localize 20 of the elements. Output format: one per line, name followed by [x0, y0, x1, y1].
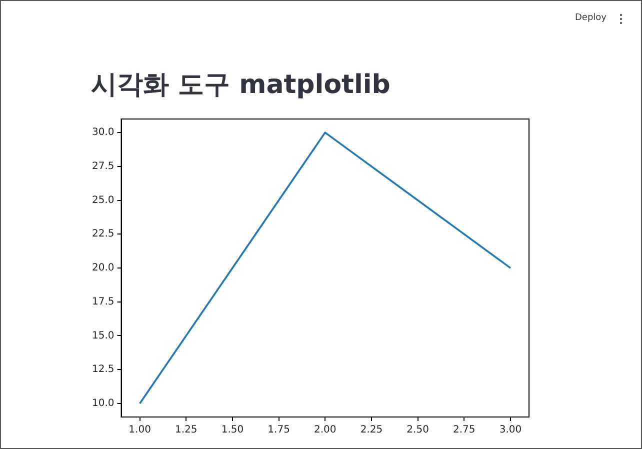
y-tick-label: 20.0 [92, 262, 114, 274]
y-tick-label: 22.5 [92, 228, 114, 240]
y-tick-label: 27.5 [92, 161, 114, 172]
x-tick-label: 1.25 [175, 424, 198, 436]
y-tick-label: 15.0 [92, 330, 114, 342]
x-tick-label: 1.75 [268, 424, 290, 436]
deploy-button: Deploy [571, 11, 611, 25]
x-tick-label: 2.25 [360, 424, 383, 436]
x-tick-label: 2.75 [453, 424, 476, 436]
x-tick-label: 2.00 [314, 424, 336, 436]
x-tick-label: 2.50 [406, 424, 429, 436]
y-tick-label: 25.0 [92, 194, 114, 206]
chart-title: 시각화 도구 matplotlib [91, 69, 390, 102]
x-tick-label: 1.00 [128, 424, 151, 436]
x-tick-label: 3.00 [499, 424, 522, 436]
y-tick-label: 12.5 [92, 364, 114, 376]
x-tick-label: 1.50 [221, 424, 244, 436]
y-tick-label: 17.5 [92, 296, 114, 308]
y-tick-label: 10.0 [92, 398, 114, 410]
y-tick-label: 30.0 [92, 127, 114, 138]
